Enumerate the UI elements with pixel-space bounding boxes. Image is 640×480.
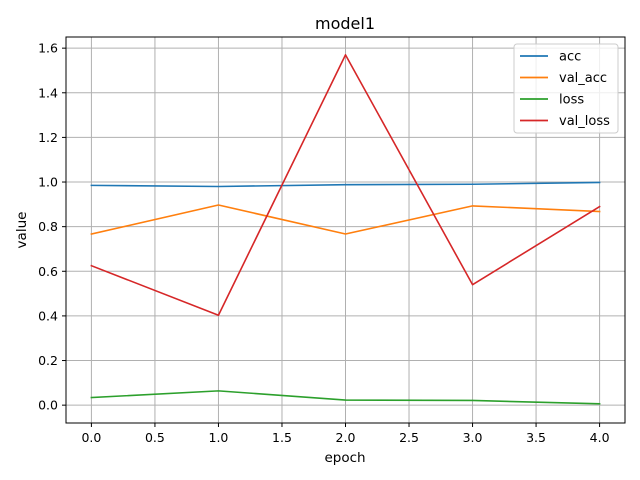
series-line-val-acc bbox=[90, 204, 601, 235]
y-tick-label: 0.8 bbox=[38, 219, 58, 234]
series-line-acc bbox=[90, 181, 601, 188]
x-axis-ticks: 0.0 0.5 1.0 1.5 2.0 2.5 3.0 3.5 4.0 bbox=[81, 423, 610, 445]
x-tick-label: 1.5 bbox=[272, 430, 292, 445]
y-tick-label: 1.4 bbox=[38, 85, 58, 100]
x-tick-label: 4.0 bbox=[590, 430, 610, 445]
legend-label: acc bbox=[559, 50, 581, 65]
chart-title: model1 bbox=[315, 14, 375, 33]
y-tick-label: 0.4 bbox=[38, 308, 58, 323]
x-tick-label: 3.5 bbox=[526, 430, 546, 445]
y-tick-label: 1.0 bbox=[38, 175, 58, 190]
series-line-val-loss bbox=[90, 54, 601, 317]
legend-box bbox=[513, 43, 619, 134]
legend-label: val_acc bbox=[559, 71, 607, 86]
y-axis-ticks: 0.0 0.2 0.4 0.6 0.8 1.0 1.2 1.4 1.6 bbox=[38, 41, 66, 413]
x-axis-label: epoch bbox=[324, 450, 365, 466]
x-tick-label: 0.0 bbox=[81, 430, 101, 445]
grid bbox=[66, 37, 625, 423]
y-tick-label: 0.6 bbox=[38, 264, 58, 279]
x-tick-label: 2.5 bbox=[399, 430, 419, 445]
legend-label: val_loss bbox=[559, 114, 610, 129]
legend-label: loss bbox=[559, 93, 584, 108]
x-tick-label: 3.0 bbox=[463, 430, 483, 445]
series-line-loss bbox=[90, 390, 601, 405]
x-tick-label: 1.0 bbox=[209, 430, 229, 445]
y-tick-label: 0.2 bbox=[38, 353, 58, 368]
y-tick-label: 1.2 bbox=[38, 130, 58, 145]
y-tick-label: 0.0 bbox=[38, 398, 58, 413]
x-tick-label: 2.0 bbox=[336, 430, 356, 445]
series-lines bbox=[90, 54, 601, 405]
x-tick-label: 0.5 bbox=[145, 430, 165, 445]
y-tick-label: 1.6 bbox=[38, 41, 58, 56]
y-axis-label: value bbox=[14, 212, 30, 249]
